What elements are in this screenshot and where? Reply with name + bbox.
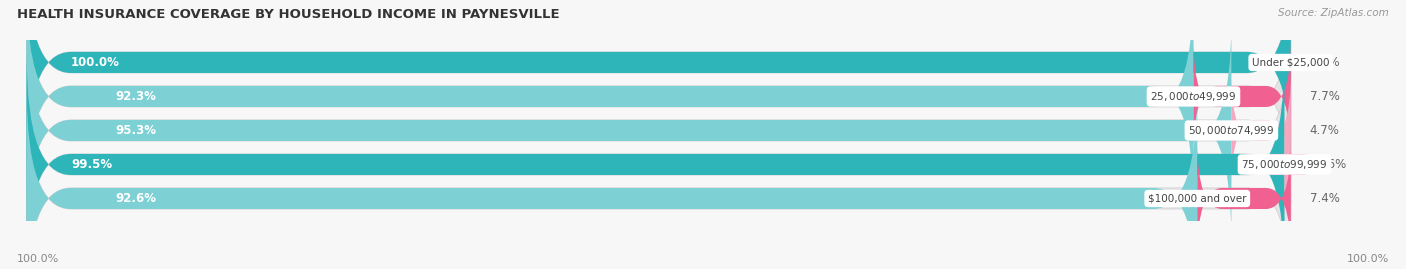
Text: 92.6%: 92.6% — [115, 192, 156, 205]
FancyBboxPatch shape — [1265, 107, 1310, 222]
Text: 4.7%: 4.7% — [1310, 124, 1340, 137]
FancyBboxPatch shape — [27, 0, 1291, 205]
Text: 92.3%: 92.3% — [115, 90, 156, 103]
FancyBboxPatch shape — [27, 90, 1291, 269]
Text: Under $25,000: Under $25,000 — [1253, 58, 1330, 68]
Text: 7.7%: 7.7% — [1310, 90, 1340, 103]
FancyBboxPatch shape — [27, 90, 1198, 269]
FancyBboxPatch shape — [1198, 141, 1291, 256]
FancyBboxPatch shape — [27, 22, 1232, 239]
FancyBboxPatch shape — [27, 56, 1285, 269]
Text: 99.5%: 99.5% — [70, 158, 112, 171]
Text: $100,000 and over: $100,000 and over — [1149, 193, 1247, 203]
FancyBboxPatch shape — [27, 0, 1291, 171]
Text: 95.3%: 95.3% — [115, 124, 156, 137]
FancyBboxPatch shape — [27, 0, 1291, 171]
Text: 0.46%: 0.46% — [1309, 158, 1347, 171]
Text: $25,000 to $49,999: $25,000 to $49,999 — [1150, 90, 1237, 103]
Text: 0.0%: 0.0% — [1310, 56, 1340, 69]
FancyBboxPatch shape — [27, 56, 1291, 269]
FancyBboxPatch shape — [27, 0, 1194, 205]
Text: Source: ZipAtlas.com: Source: ZipAtlas.com — [1278, 8, 1389, 18]
Text: 100.0%: 100.0% — [1347, 254, 1389, 264]
FancyBboxPatch shape — [1194, 39, 1291, 154]
FancyBboxPatch shape — [27, 22, 1291, 239]
Text: $50,000 to $74,999: $50,000 to $74,999 — [1188, 124, 1275, 137]
Text: $75,000 to $99,999: $75,000 to $99,999 — [1241, 158, 1327, 171]
Text: 100.0%: 100.0% — [17, 254, 59, 264]
FancyBboxPatch shape — [1232, 73, 1291, 188]
Text: 100.0%: 100.0% — [70, 56, 120, 69]
Text: 7.4%: 7.4% — [1310, 192, 1340, 205]
Text: HEALTH INSURANCE COVERAGE BY HOUSEHOLD INCOME IN PAYNESVILLE: HEALTH INSURANCE COVERAGE BY HOUSEHOLD I… — [17, 8, 560, 21]
